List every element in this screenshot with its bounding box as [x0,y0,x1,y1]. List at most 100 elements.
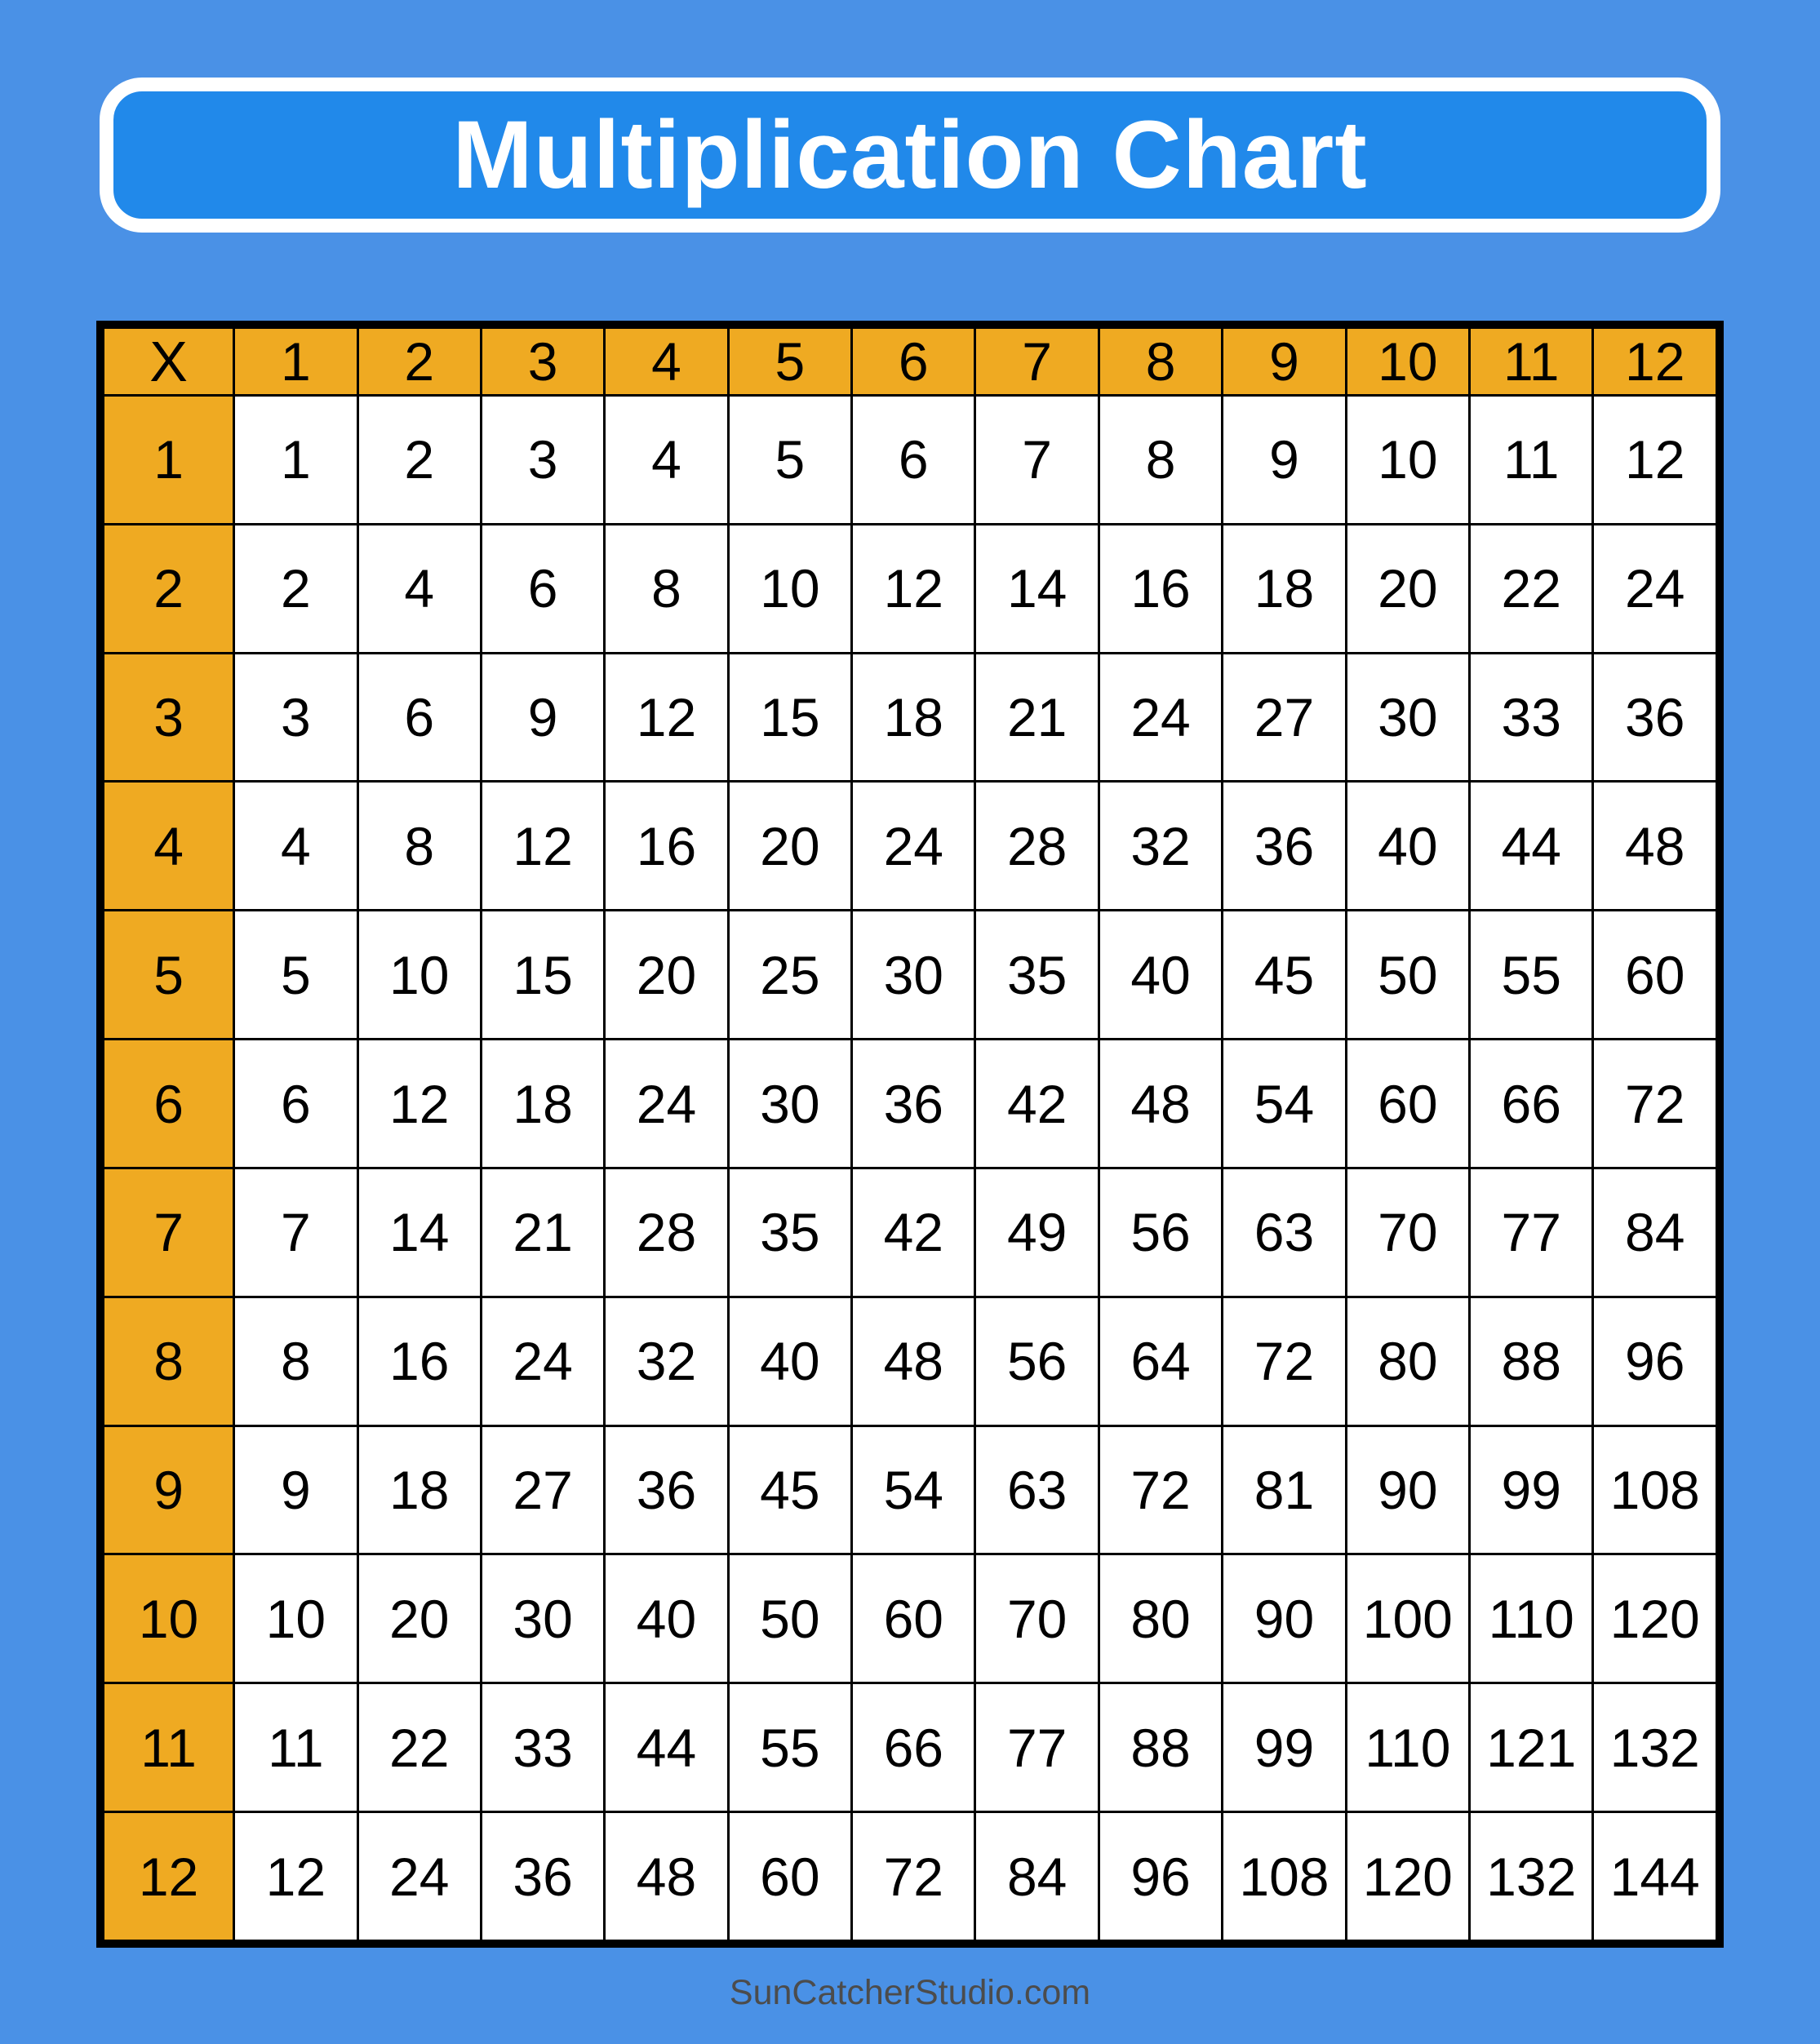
cell-12x4: 48 [603,1811,730,1942]
column-header-3: 3 [479,326,606,397]
cell-7x10: 70 [1344,1166,1472,1298]
cell-5x4: 20 [603,909,730,1041]
footer: SunCatcherStudio.com [0,1973,1820,2013]
cell-6x1: 6 [233,1038,359,1169]
cell-1x11: 11 [1468,394,1595,525]
column-header-12: 12 [1591,326,1718,397]
cell-11x9: 99 [1221,1682,1347,1814]
cell-8x9: 72 [1221,1295,1347,1427]
cell-2x12: 24 [1591,522,1718,654]
cell-1x3: 3 [479,394,606,525]
table-row: 6 6 12 18 24 30 36 42 48 54 60 66 72 [101,1038,1718,1169]
cell-9x11: 99 [1468,1424,1595,1556]
cell-8x6: 48 [850,1295,977,1427]
cell-11x1: 11 [233,1682,359,1814]
cell-12x6: 72 [850,1811,977,1942]
cell-6x10: 60 [1344,1038,1472,1169]
cell-10x12: 120 [1591,1553,1718,1685]
table-row: 2 2 4 6 8 10 12 14 16 18 20 22 24 [101,522,1718,654]
cell-7x4: 28 [603,1166,730,1298]
table-body: 1 1 2 3 4 5 6 7 8 9 10 11 12 2 2 4 6 8 10 12 14 16 18 20 22 24 3 3 6… [101,394,1718,1942]
cell-8x4: 32 [603,1295,730,1427]
cell-10x6: 60 [850,1553,977,1685]
cell-4x3: 12 [479,780,606,912]
cell-6x9: 54 [1221,1038,1347,1169]
cell-11x4: 44 [603,1682,730,1814]
cell-8x8: 64 [1097,1295,1224,1427]
cell-8x10: 80 [1344,1295,1472,1427]
cell-3x11: 33 [1468,651,1595,783]
row-header-6: 6 [101,1038,236,1169]
column-header-8: 8 [1097,326,1224,397]
cell-8x3: 24 [479,1295,606,1427]
row-header-9: 9 [101,1424,236,1556]
column-header-11: 11 [1468,326,1595,397]
cell-4x12: 48 [1591,780,1718,912]
cell-8x2: 16 [356,1295,482,1427]
cell-1x5: 5 [726,394,854,525]
row-header-12: 12 [101,1811,236,1942]
page-title: Multiplication Chart [452,101,1368,209]
cell-6x11: 66 [1468,1038,1595,1169]
cell-11x7: 77 [974,1682,1100,1814]
cell-9x9: 81 [1221,1424,1347,1556]
cell-10x4: 40 [603,1553,730,1685]
cell-6x7: 42 [974,1038,1100,1169]
table-header-row: X 1 2 3 4 5 6 7 8 9 10 11 12 [101,326,1718,397]
cell-2x4: 8 [603,522,730,654]
cell-7x11: 77 [1468,1166,1595,1298]
cell-10x8: 80 [1097,1553,1224,1685]
cell-10x1: 10 [233,1553,359,1685]
cell-12x12: 144 [1591,1811,1718,1942]
row-header-11: 11 [101,1682,236,1814]
cell-3x8: 24 [1097,651,1224,783]
cell-7x8: 56 [1097,1166,1224,1298]
cell-1x1: 1 [233,394,359,525]
cell-1x6: 6 [850,394,977,525]
cell-2x11: 22 [1468,522,1595,654]
table-row: 8 8 16 24 32 40 48 56 64 72 80 88 96 [101,1295,1718,1427]
cell-4x8: 32 [1097,780,1224,912]
cell-1x7: 7 [974,394,1100,525]
cell-5x7: 35 [974,909,1100,1041]
column-header-10: 10 [1344,326,1472,397]
table-row: 3 3 6 9 12 15 18 21 24 27 30 33 36 [101,651,1718,783]
cell-3x10: 30 [1344,651,1472,783]
cell-7x3: 21 [479,1166,606,1298]
column-header-7: 7 [974,326,1100,397]
cell-4x1: 4 [233,780,359,912]
cell-5x9: 45 [1221,909,1347,1041]
row-header-7: 7 [101,1166,236,1298]
cell-11x6: 66 [850,1682,977,1814]
cell-4x6: 24 [850,780,977,912]
cell-10x3: 30 [479,1553,606,1685]
cell-3x1: 3 [233,651,359,783]
cell-9x1: 9 [233,1424,359,1556]
cell-4x4: 16 [603,780,730,912]
cell-1x9: 9 [1221,394,1347,525]
cell-1x2: 2 [356,394,482,525]
cell-2x5: 10 [726,522,854,654]
table-row: 4 4 8 12 16 20 24 28 32 36 40 44 48 [101,780,1718,912]
table-row: 1 1 2 3 4 5 6 7 8 9 10 11 12 [101,394,1718,525]
cell-11x8: 88 [1097,1682,1224,1814]
cell-10x5: 50 [726,1553,854,1685]
cell-7x9: 63 [1221,1166,1347,1298]
row-header-3: 3 [101,651,236,783]
cell-4x7: 28 [974,780,1100,912]
cell-7x2: 14 [356,1166,482,1298]
cell-2x7: 14 [974,522,1100,654]
cell-6x6: 36 [850,1038,977,1169]
cell-5x2: 10 [356,909,482,1041]
cell-10x2: 20 [356,1553,482,1685]
column-header-6: 6 [850,326,977,397]
cell-10x9: 90 [1221,1553,1347,1685]
column-header-1: 1 [233,326,359,397]
cell-11x5: 55 [726,1682,854,1814]
cell-8x5: 40 [726,1295,854,1427]
cell-11x3: 33 [479,1682,606,1814]
cell-1x10: 10 [1344,394,1472,525]
row-header-1: 1 [101,394,236,525]
table-row: 10 10 20 30 40 50 60 70 80 90 100 110 120 [101,1553,1718,1685]
title-banner: Multiplication Chart [100,78,1720,233]
